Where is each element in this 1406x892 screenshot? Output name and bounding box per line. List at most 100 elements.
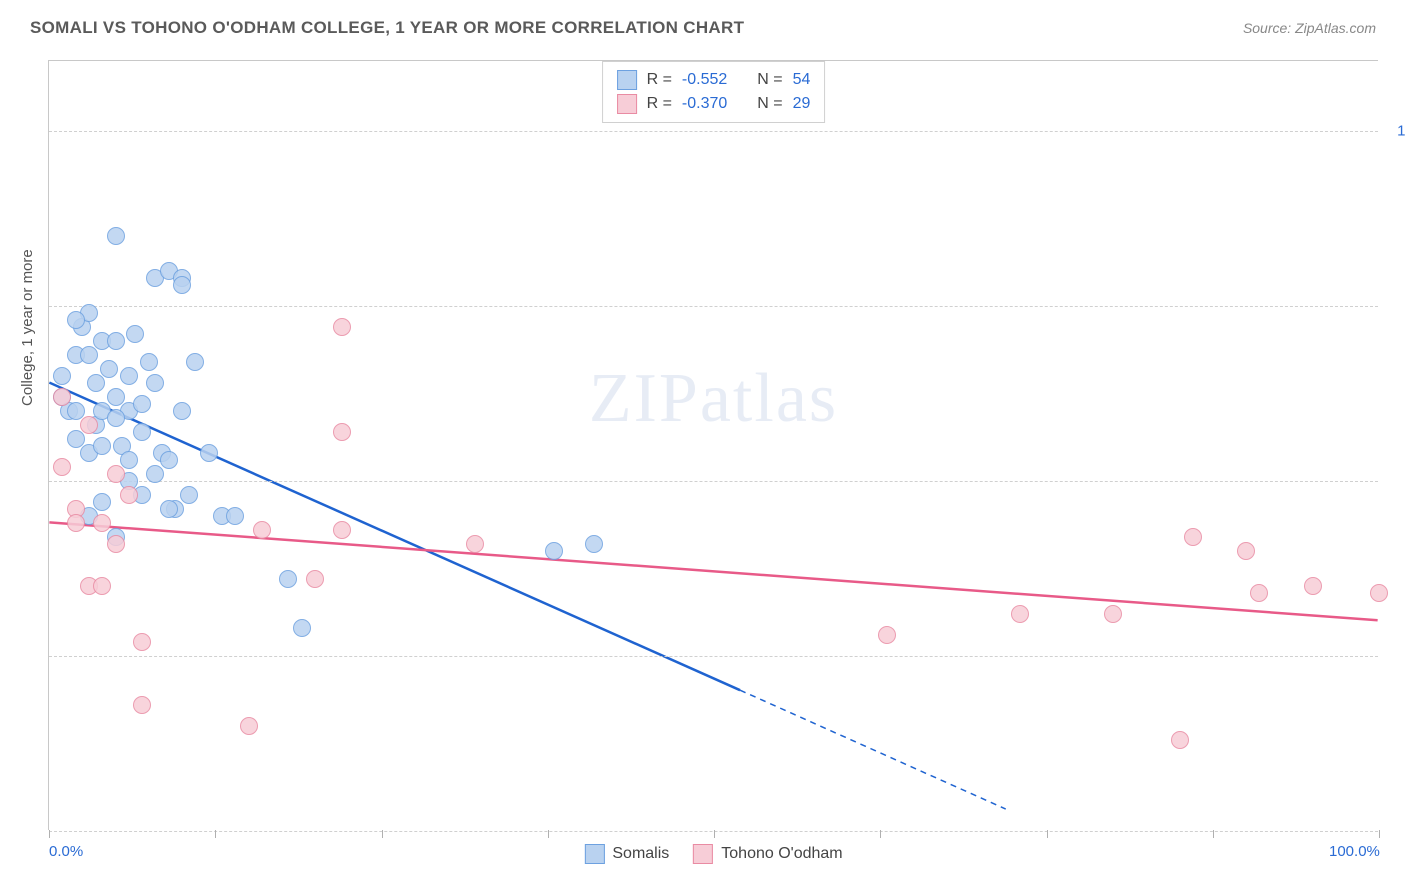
trend-lines-layer bbox=[49, 61, 1378, 830]
data-point bbox=[146, 465, 164, 483]
trend-line bbox=[49, 383, 740, 691]
source-label: Source: ZipAtlas.com bbox=[1243, 20, 1376, 36]
gridline bbox=[49, 656, 1378, 657]
legend-swatch bbox=[617, 70, 637, 90]
data-point bbox=[466, 535, 484, 553]
n-value: 29 bbox=[793, 95, 811, 113]
legend-series: Somalis Tohono O'odham bbox=[584, 844, 842, 864]
legend-series-item: Tohono O'odham bbox=[693, 844, 842, 864]
watermark-part-a: ZIP bbox=[589, 360, 700, 437]
y-tick-label: 75.0% bbox=[1388, 298, 1406, 315]
data-point bbox=[585, 535, 603, 553]
data-point bbox=[80, 346, 98, 364]
data-point bbox=[293, 619, 311, 637]
data-point bbox=[100, 360, 118, 378]
n-label: N = bbox=[757, 95, 782, 113]
x-tick-label: 100.0% bbox=[1329, 843, 1380, 860]
data-point bbox=[1237, 542, 1255, 560]
legend-series-label: Somalis bbox=[612, 845, 669, 863]
x-tick bbox=[714, 830, 715, 838]
r-value: -0.552 bbox=[682, 71, 727, 89]
data-point bbox=[93, 577, 111, 595]
data-point bbox=[107, 409, 125, 427]
data-point bbox=[306, 570, 324, 588]
data-point bbox=[120, 367, 138, 385]
data-point bbox=[240, 717, 258, 735]
y-tick-label: 100.0% bbox=[1388, 123, 1406, 140]
data-point bbox=[180, 486, 198, 504]
legend-correlation-box: R = -0.552 N = 54 R = -0.370 N = 29 bbox=[602, 61, 826, 123]
data-point bbox=[1011, 605, 1029, 623]
watermark-part-b: atlas bbox=[700, 360, 838, 437]
trend-line-extrapolated bbox=[740, 690, 1006, 809]
x-tick bbox=[1379, 830, 1380, 838]
r-value: -0.370 bbox=[682, 95, 727, 113]
chart-plot-area: College, 1 year or more ZIPatlas R =-0.5… bbox=[48, 60, 1378, 830]
data-point bbox=[333, 318, 351, 336]
legend-series-label: Tohono O'odham bbox=[721, 845, 842, 863]
data-point bbox=[67, 514, 85, 532]
y-tick-label: 50.0% bbox=[1388, 473, 1406, 490]
data-point bbox=[333, 423, 351, 441]
x-tick-label: 0.0% bbox=[49, 843, 83, 860]
data-point bbox=[146, 374, 164, 392]
legend-swatch bbox=[617, 94, 637, 114]
x-tick bbox=[1047, 830, 1048, 838]
data-point bbox=[226, 507, 244, 525]
legend-swatch bbox=[693, 844, 713, 864]
data-point bbox=[87, 374, 105, 392]
data-point bbox=[93, 514, 111, 532]
x-tick bbox=[1213, 830, 1214, 838]
legend-swatch bbox=[584, 844, 604, 864]
chart-title: SOMALI VS TOHONO O'ODHAM COLLEGE, 1 YEAR… bbox=[30, 18, 744, 38]
data-point bbox=[333, 521, 351, 539]
data-point bbox=[53, 367, 71, 385]
data-point bbox=[545, 542, 563, 560]
data-point bbox=[140, 353, 158, 371]
data-point bbox=[173, 402, 191, 420]
gridline bbox=[49, 131, 1378, 132]
gridline bbox=[49, 306, 1378, 307]
data-point bbox=[133, 633, 151, 651]
data-point bbox=[160, 500, 178, 518]
n-label: N = bbox=[757, 71, 782, 89]
x-tick bbox=[382, 830, 383, 838]
y-axis-title: College, 1 year or more bbox=[19, 249, 36, 406]
data-point bbox=[126, 325, 144, 343]
data-point bbox=[133, 696, 151, 714]
y-tick-label: 25.0% bbox=[1388, 648, 1406, 665]
data-point bbox=[160, 451, 178, 469]
watermark: ZIPatlas bbox=[589, 359, 838, 439]
data-point bbox=[878, 626, 896, 644]
data-point bbox=[186, 353, 204, 371]
x-tick bbox=[49, 830, 50, 838]
legend-series-item: Somalis bbox=[584, 844, 669, 864]
data-point bbox=[107, 227, 125, 245]
data-point bbox=[173, 276, 191, 294]
data-point bbox=[1370, 584, 1388, 602]
x-tick bbox=[548, 830, 549, 838]
n-value: 54 bbox=[793, 71, 811, 89]
data-point bbox=[1104, 605, 1122, 623]
legend-correlation-row: R = -0.370 N = 29 bbox=[617, 92, 811, 116]
data-point bbox=[93, 437, 111, 455]
data-point bbox=[53, 458, 71, 476]
data-point bbox=[133, 423, 151, 441]
data-point bbox=[1171, 731, 1189, 749]
data-point bbox=[200, 444, 218, 462]
gridline bbox=[49, 481, 1378, 482]
data-point bbox=[253, 521, 271, 539]
data-point bbox=[120, 486, 138, 504]
legend-correlation-row: R = -0.552 N = 54 bbox=[617, 68, 811, 92]
data-point bbox=[53, 388, 71, 406]
data-point bbox=[1304, 577, 1322, 595]
data-point bbox=[107, 535, 125, 553]
data-point bbox=[107, 465, 125, 483]
x-tick bbox=[215, 830, 216, 838]
r-label: R = bbox=[647, 95, 672, 113]
r-label: R = bbox=[647, 71, 672, 89]
data-point bbox=[279, 570, 297, 588]
data-point bbox=[80, 416, 98, 434]
data-point bbox=[133, 395, 151, 413]
data-point bbox=[107, 332, 125, 350]
